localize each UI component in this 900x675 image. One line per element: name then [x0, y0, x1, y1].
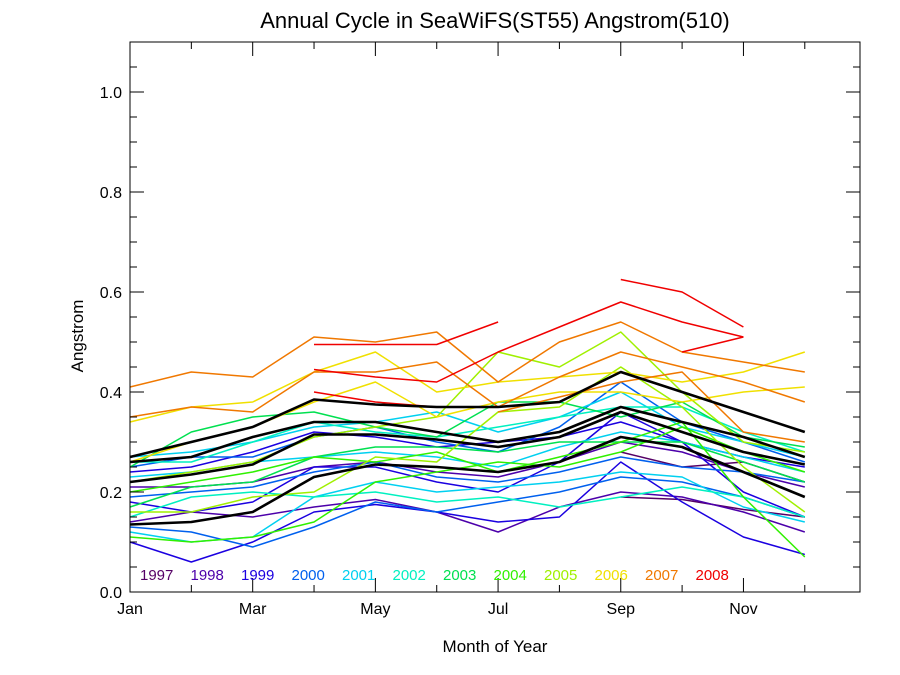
y-tick-label: 0.2 [100, 485, 122, 502]
y-tick-label: 0.6 [100, 285, 122, 302]
mean-series-line [129, 405, 806, 464]
legend-item-1997: 1997 [140, 567, 173, 584]
y-tick-label: 1.0 [100, 85, 122, 102]
series-line-2004 [129, 426, 806, 543]
x-tick-label: Nov [729, 601, 757, 618]
legend-item-2002: 2002 [393, 567, 426, 584]
series-line-2007 [129, 351, 806, 418]
legend-item-2007: 2007 [645, 567, 678, 584]
x-tick-label: Jul [488, 601, 508, 618]
series-line-2000 [129, 476, 806, 548]
mean-series-line [129, 410, 806, 484]
x-tick-label: Mar [239, 601, 267, 618]
y-tick-label: 0.0 [100, 585, 122, 602]
series-line-2001 [129, 391, 805, 458]
series-line-2002 [129, 486, 806, 518]
series-line-2008 [313, 301, 744, 383]
x-tick-label: May [360, 601, 390, 618]
series-line-2002 [130, 406, 806, 463]
series-line-2007 [497, 371, 805, 443]
legend-item-2003: 2003 [443, 567, 476, 584]
y-tick-label: 0.4 [100, 385, 122, 402]
legend-item-2008: 2008 [696, 567, 729, 584]
chart-title: Annual Cycle in SeaWiFS(ST55) Angstrom(5… [260, 8, 730, 33]
series-line-2006 [129, 351, 806, 423]
series-line-2008 [620, 278, 744, 328]
series-line-1997 [620, 496, 805, 518]
mean-series-line [129, 435, 806, 526]
legend-item-1999: 1999 [241, 567, 274, 584]
legend-item-2004: 2004 [494, 567, 527, 584]
series-line-1998 [129, 491, 806, 533]
legend-item-2005: 2005 [544, 567, 577, 584]
series-line-1999 [129, 461, 806, 563]
series-line-2008 [681, 336, 744, 353]
series-line-2007 [129, 321, 805, 388]
series-line-2008 [314, 321, 499, 346]
series-line-2000 [129, 381, 806, 468]
mean-series-line [129, 370, 806, 459]
series-line-2003 [129, 441, 806, 508]
legend-item-1998: 1998 [191, 567, 224, 584]
series-line-2000 [129, 456, 805, 498]
x-tick-label: Sep [607, 601, 636, 618]
legend-item-2001: 2001 [342, 567, 375, 584]
legend-item-2000: 2000 [292, 567, 325, 584]
x-axis-label: Month of Year [442, 637, 548, 656]
series-line-2003 [129, 401, 805, 468]
y-tick-label: 0.8 [100, 185, 122, 202]
x-tick-label: Jan [117, 601, 143, 618]
legend-item-2006: 2006 [595, 567, 628, 584]
